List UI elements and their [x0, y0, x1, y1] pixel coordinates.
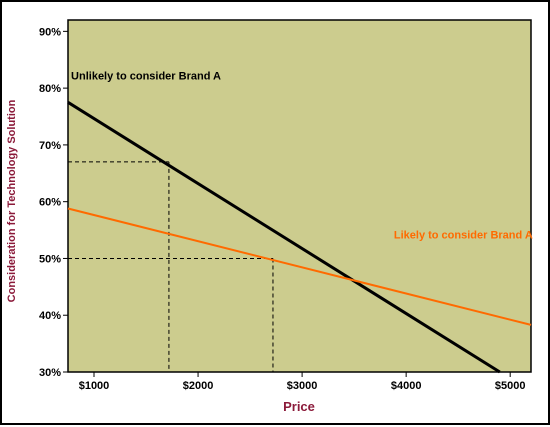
series-lines: [67, 101, 532, 374]
y-tick-label: 40%: [39, 310, 61, 322]
x-tick-label: $5000: [495, 380, 526, 392]
y-tick-label: 50%: [39, 253, 61, 265]
annotations: Unlikely to consider Brand A Likely to co…: [71, 71, 533, 242]
series-line-0: [67, 101, 501, 374]
y-axis-title: Consideration for Technology Solution: [6, 99, 18, 302]
series-annotation-0: Unlikely to consider Brand A: [71, 71, 221, 83]
series-annotation-1: Likely to consider Brand A: [394, 230, 533, 242]
y-axis: 30% 40% 50% 60% 70% 80% 90%: [39, 26, 68, 379]
x-tick-label: $1000: [79, 380, 110, 392]
y-tick-label: 70%: [39, 140, 61, 152]
y-tick-label: 30%: [39, 367, 61, 379]
x-tick-label: $2000: [183, 380, 214, 392]
reference-lines: [68, 161, 274, 372]
y-tick-label: 90%: [39, 26, 61, 38]
x-axis-title: Price: [283, 399, 315, 414]
y-tick-label: 80%: [39, 83, 61, 95]
y-tick-label: 60%: [39, 197, 61, 209]
plot-area: [67, 19, 532, 373]
x-axis: $1000 $2000 $3000 $4000 $5000: [79, 372, 526, 392]
series-line-1: [67, 207, 532, 326]
x-tick-label: $4000: [391, 380, 422, 392]
x-tick-label: $3000: [287, 380, 318, 392]
